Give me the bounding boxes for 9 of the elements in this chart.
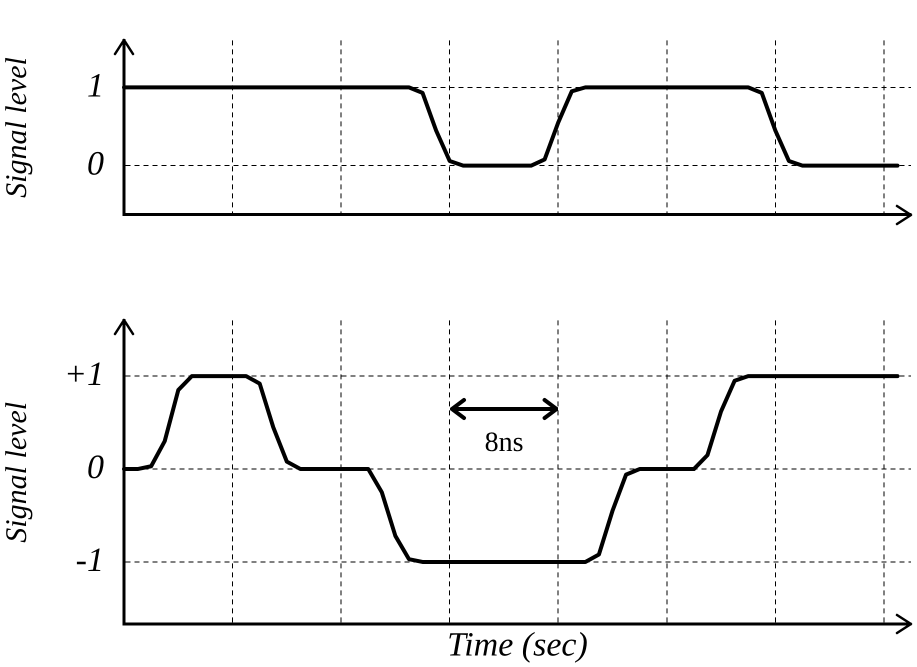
y-axis-title: Signal level: [0, 57, 33, 198]
y-tick-label: 0: [87, 146, 104, 183]
x-axis-title: Time (sec): [447, 626, 588, 664]
y-tick-label: 0: [87, 448, 104, 486]
y-axis-title: Signal level: [0, 402, 33, 543]
annotation: 8ns: [484, 426, 525, 458]
y-tick-label: +1: [64, 356, 104, 394]
y-tick-label: 1: [87, 67, 104, 104]
y-tick-label: -1: [76, 542, 104, 579]
